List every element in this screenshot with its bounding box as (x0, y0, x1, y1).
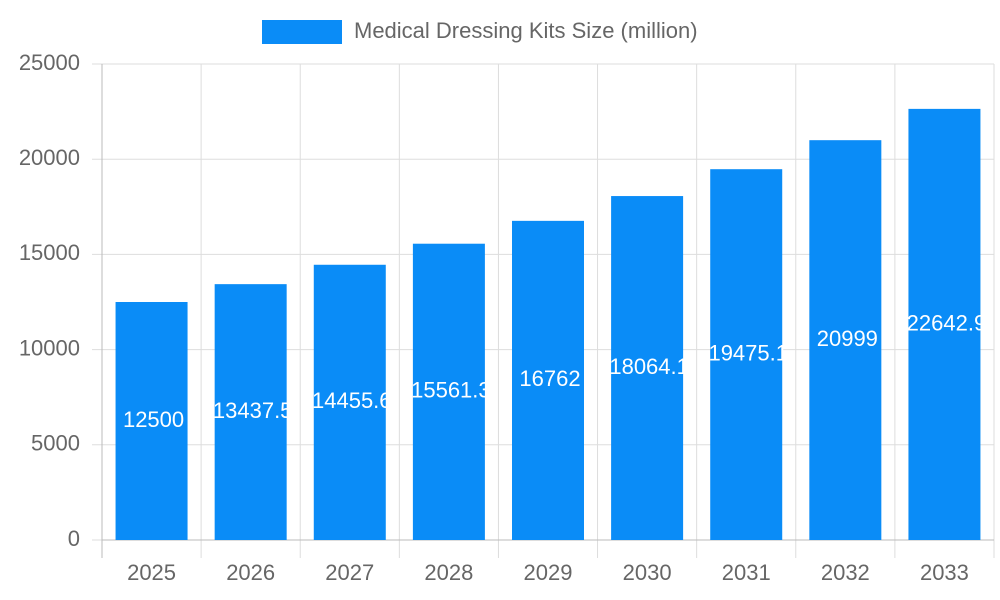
data-label: 12500 (123, 407, 184, 432)
y-tick-label: 0 (68, 526, 80, 551)
bar (313, 264, 386, 540)
x-tick-label: 2033 (920, 560, 969, 585)
data-label: 14455.6 (312, 388, 392, 413)
bar (115, 302, 188, 540)
bar (512, 220, 584, 541)
data-label: 20999 (817, 326, 878, 351)
data-label: 22642.9 (907, 310, 987, 335)
bar (214, 284, 287, 540)
x-tick-label: 2029 (524, 560, 573, 585)
bar (611, 196, 684, 540)
x-tick-label: 2028 (424, 560, 473, 585)
data-label: 18064.1 (609, 354, 689, 379)
bar (710, 169, 783, 540)
bar (809, 140, 882, 540)
bar (908, 108, 981, 540)
y-tick-label: 5000 (31, 431, 80, 456)
y-tick-label: 25000 (19, 50, 80, 75)
bar (412, 243, 485, 541)
legend-label: Medical Dressing Kits Size (million) (354, 18, 698, 43)
x-tick-label: 2031 (722, 560, 771, 585)
x-tick-label: 2027 (325, 560, 374, 585)
x-tick-label: 2030 (623, 560, 672, 585)
y-tick-label: 10000 (19, 335, 80, 360)
data-label: 19475.1 (708, 340, 788, 365)
x-tick-label: 2032 (821, 560, 870, 585)
x-tick-label: 2025 (127, 560, 176, 585)
y-tick-label: 15000 (19, 240, 80, 265)
data-label: 13437.5 (213, 398, 293, 423)
data-label: 15561.3 (411, 378, 491, 403)
x-tick-label: 2026 (226, 560, 275, 585)
legend-swatch (262, 20, 342, 44)
data-label: 16762 (519, 366, 580, 391)
y-tick-label: 20000 (19, 145, 80, 170)
